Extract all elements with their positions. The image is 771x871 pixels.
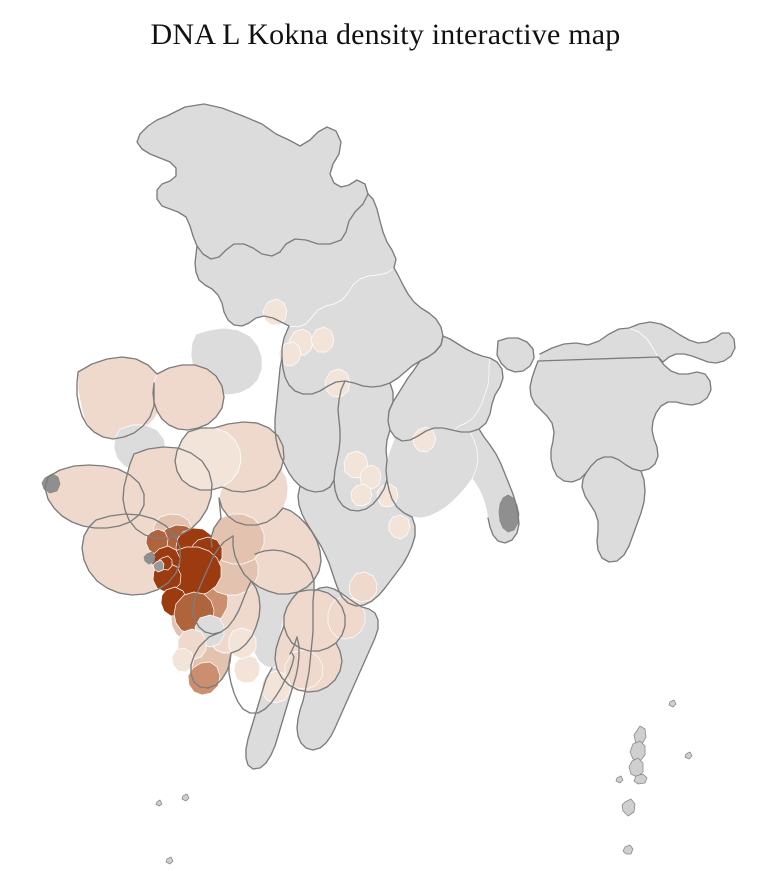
region-kerala-north[interactable] <box>234 655 260 683</box>
region-mp-district-g[interactable] <box>360 465 381 489</box>
andaman-south <box>628 757 644 778</box>
kutch-west-tip <box>41 473 61 494</box>
nicobar-car <box>622 844 634 855</box>
island-dot-b <box>684 751 693 760</box>
interactive-map[interactable] <box>0 54 771 871</box>
delta-and-slivers <box>41 473 520 565</box>
region-up-district-e[interactable] <box>325 369 350 397</box>
page-title: DNA L Kokna density interactive map <box>150 18 621 51</box>
lakshadweep-a <box>181 793 190 802</box>
islands <box>155 699 693 865</box>
india-choropleth-svg[interactable] <box>0 54 771 871</box>
sundarbans-delta <box>498 494 520 533</box>
lakshadweep-c <box>165 856 174 865</box>
region-ap-coastal[interactable] <box>328 597 365 639</box>
region-up-district-d[interactable] <box>279 342 301 366</box>
andaman-tail <box>633 773 648 785</box>
region-up-district-c[interactable] <box>311 327 334 352</box>
region-ap-district-north[interactable] <box>349 572 377 602</box>
island-dot-c <box>615 775 624 784</box>
state-boundaries <box>45 104 735 769</box>
region-karnataka-south-pale[interactable] <box>229 628 256 659</box>
region-konkan-south-pale[interactable] <box>172 648 194 672</box>
andaman-middle <box>629 740 646 762</box>
island-dot-a <box>668 699 677 708</box>
daman-sliver <box>143 551 156 565</box>
region-mp-district-h[interactable] <box>351 484 372 506</box>
little-andaman <box>621 798 636 817</box>
choropleth-values[interactable] <box>45 299 436 703</box>
region-mp-district-k[interactable] <box>389 515 410 539</box>
lakshadweep-b <box>155 799 163 807</box>
region-tn-district-west[interactable] <box>262 671 290 703</box>
region-mumbai-city[interactable] <box>153 560 164 572</box>
